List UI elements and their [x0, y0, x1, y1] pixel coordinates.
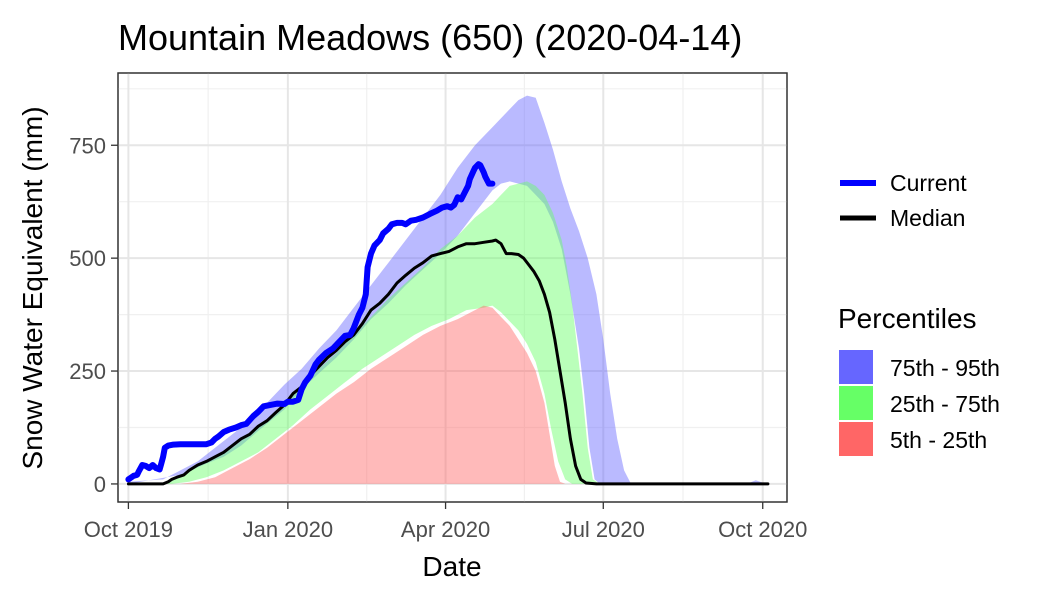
series-line-current	[125, 161, 496, 483]
legend-band-label-1: 25th - 75th	[890, 391, 1000, 417]
x-tick-label-4: Oct 2020	[718, 517, 807, 542]
x-tick-label-3: Jul 2020	[562, 517, 645, 542]
percentile-bands	[128, 95, 787, 484]
y-tick-label-3: 750	[69, 133, 106, 158]
band-75th-95th	[128, 95, 787, 484]
legend-label-current: Current	[890, 170, 967, 196]
y-tick-label-2: 500	[69, 246, 106, 271]
plot-border	[117, 72, 788, 503]
y-tick-label-0: 0	[94, 472, 106, 497]
x-axis-title: Date	[422, 551, 481, 582]
plot-area	[117, 72, 788, 503]
legend-swatch-0	[839, 350, 873, 384]
series-lines	[125, 161, 770, 486]
x-axis: Oct 2019 Jan 2020 Apr 2020 Jul 2020 Oct 2020	[84, 502, 807, 542]
legend-swatch-2	[839, 422, 873, 456]
legend-swatch-1	[839, 386, 873, 420]
legend-bands: 75th - 95th 25th - 75th 5th - 25th	[839, 350, 1000, 456]
legend-band-label-0: 75th - 95th	[890, 355, 1000, 381]
y-axis: 0 250 500 750	[69, 133, 118, 497]
x-tick-label-1: Jan 2020	[243, 517, 334, 542]
x-tick-label-2: Apr 2020	[401, 517, 490, 542]
legend-band-label-2: 5th - 25th	[890, 427, 987, 453]
legend-percentiles-title: Percentiles	[838, 303, 977, 334]
legend-label-median: Median	[890, 205, 965, 231]
series-line-median	[126, 238, 770, 486]
chart-title: Mountain Meadows (650) (2020-04-14)	[118, 17, 742, 58]
band-25th-75th	[128, 181, 787, 484]
legend-lines: Current Median	[840, 170, 967, 231]
x-tick-label-0: Oct 2019	[84, 517, 173, 542]
band-5th-25th	[128, 305, 787, 484]
y-tick-label-1: 250	[69, 359, 106, 384]
y-axis-title: Snow Water Equivalent (mm)	[17, 106, 48, 469]
